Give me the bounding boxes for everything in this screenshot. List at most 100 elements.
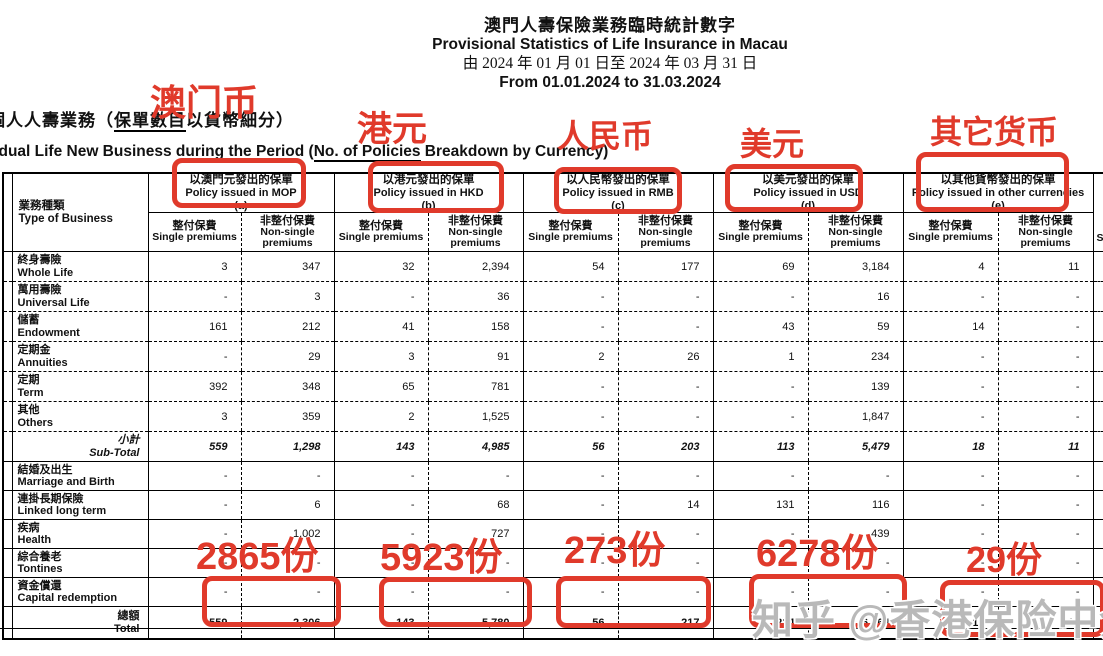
row-label-zh: 總額 — [117, 610, 140, 622]
value-cell: - — [997, 519, 1094, 549]
row-label-zh: 連掛長期保險 — [17, 492, 84, 505]
value-cell: 32 — [333, 251, 429, 282]
value-cell: 6 — [240, 490, 335, 520]
table-row: 萬用壽險 Universal Life -3-36- - -16- - — [2, 281, 1103, 312]
value-cell: - — [902, 548, 999, 578]
value-cell: - — [147, 577, 241, 607]
value-cell: - — [902, 341, 999, 372]
right-cut-cell — [1092, 431, 1103, 462]
single-premiums-zh: 整付保費 — [738, 220, 783, 233]
left-cut-cell — [2, 490, 13, 520]
subheader-nonsingle-mop: 非整付保費 Non-single premiums — [240, 212, 335, 252]
value-cell: - — [617, 461, 714, 491]
subheader-nonsingle-usd: 非整付保費 Non-single premiums — [807, 212, 904, 252]
table-row: 小計 Sub-Total 559 1,298 143 4,985 56 203 113 5,479… — [2, 431, 1103, 462]
annotation-box-usd-header — [725, 164, 863, 212]
annotation-box-rmb-header — [554, 167, 682, 214]
statistics-table: 業務種類 Type of Business 以澳門元發出的保單 Policy issu… — [2, 172, 1103, 640]
value-cell: - — [617, 548, 714, 578]
left-cut-cell — [2, 577, 13, 607]
value-cell: - — [997, 548, 1094, 578]
value-cell: 43 — [712, 311, 809, 342]
subtitle-zh-underlined: 保單數目 — [114, 111, 186, 132]
annotation-total-rmb: 273份 — [564, 530, 666, 572]
currency-header-zh: 以人民幣發出的保單 — [566, 174, 670, 186]
row-label-cell: 終身壽險 Whole Life — [11, 251, 148, 282]
value-cell: 131 — [712, 490, 809, 520]
annotation-currency-hkd: 港元 — [357, 110, 428, 149]
title-english: Provisional Statistics of Life Insurance… — [432, 36, 788, 53]
value-cell: - — [147, 461, 241, 491]
single-premiums-en: Single premiums — [152, 231, 237, 244]
subtitle-en-prefix: Individual Life New Business during the … — [0, 143, 314, 160]
left-cut-cell — [2, 251, 13, 282]
annotation-total-usd: 6278份 — [756, 533, 879, 575]
left-cut-cell — [2, 606, 13, 640]
row-label-en: Whole Life — [17, 266, 74, 279]
value-cell: - — [240, 577, 335, 607]
annotation-total-hkd: 5923份 — [380, 537, 503, 579]
subheader-single-mop: 整付保費 Single premiums — [147, 212, 241, 252]
currency-header-en: Policy issued in USD — [753, 187, 863, 199]
right-cut-cell — [1092, 311, 1103, 342]
period-english: From 01.01.2024 to 31.03.2024 — [499, 74, 721, 91]
value-cell: - — [997, 461, 1094, 491]
value-cell: 1,002 — [240, 519, 335, 549]
left-cut-cell — [2, 431, 13, 462]
value-cell: - — [333, 281, 429, 312]
value-cell: - — [902, 281, 999, 312]
row-label-en: Annuities — [17, 356, 68, 369]
row-label-cell: 資金償還 Capital redemption — [11, 577, 148, 607]
row-label-en: Tontines — [17, 563, 63, 575]
currency-header-en: Policy issued in RMB — [562, 187, 674, 199]
value-cell: - — [147, 548, 241, 578]
value-cell: - — [147, 281, 241, 312]
value-cell: 5,479 — [807, 431, 904, 462]
currency-header-en: Policy issued in other currencies — [911, 187, 1085, 199]
right-cut-cell — [1092, 606, 1103, 640]
value-cell: - — [712, 519, 809, 549]
value-cell: - — [617, 281, 714, 312]
value-cell: 727 — [427, 519, 524, 549]
subheader-nonsingle-other: 非整付保費 Non-single premiums — [997, 212, 1094, 252]
row-label-en: Endowment — [17, 326, 80, 339]
right-cut-cell — [1092, 548, 1103, 578]
value-cell: 158 — [427, 311, 524, 342]
row-label-cell: 疾病 Health — [11, 519, 148, 549]
value-cell: - — [902, 461, 999, 491]
nonsingle-premiums-en: Non-single premiums — [260, 225, 315, 249]
single-premiums-zh: 整付保費 — [548, 220, 593, 233]
row-label-zh: 小計 — [117, 434, 140, 446]
value-cell: 781 — [427, 371, 524, 402]
row-label-zh: 定期 — [17, 374, 40, 386]
value-cell: 359 — [240, 401, 335, 432]
table-row: 終身壽險 Whole Life 3 347 32 2,394 54 177 69 3,184 4 11 — [2, 251, 1103, 282]
value-cell: - — [807, 577, 904, 607]
row-label-zh: 綜合養老 — [17, 550, 62, 563]
subheader-nonsingle-rmb: 非整付保費 Non-single premiums — [617, 212, 714, 252]
table-left-cut-cell — [2, 173, 13, 252]
value-cell: 3,184 — [807, 251, 904, 282]
nonsingle-premiums-en: Non-single premiums — [828, 225, 883, 249]
subheader-single-other: 整付保費 Single premiums — [902, 212, 999, 252]
value-cell: 68 — [427, 490, 524, 520]
row-label-zh: 定期金 — [17, 344, 51, 356]
type-of-business-en: Type of Business — [18, 212, 113, 225]
subtitle-zh-prefix: 個人人壽業務（ — [0, 111, 114, 130]
single-premiums-zh: 整付保費 — [172, 220, 217, 233]
value-cell: - — [333, 548, 429, 578]
clipped-next-column-text: S — [1096, 231, 1103, 244]
row-label-en: Linked long term — [17, 505, 107, 517]
table-row: 定期金 Annuities -29 3 91 2 26 1 234- - — [2, 341, 1103, 372]
left-cut-cell — [2, 548, 13, 578]
value-cell: 439 — [807, 519, 904, 549]
currency-header-zh: 以港元發出的保單 — [382, 174, 475, 186]
currency-header-en: Policy issued in MOP — [185, 187, 297, 199]
value-cell: - — [522, 490, 619, 520]
row-label-cell: 小計 Sub-Total — [11, 431, 148, 462]
value-cell: 347 — [240, 251, 335, 282]
left-cut-cell — [2, 519, 13, 549]
value-cell: 4,985 — [427, 431, 524, 462]
value-cell: 139 — [807, 371, 904, 402]
